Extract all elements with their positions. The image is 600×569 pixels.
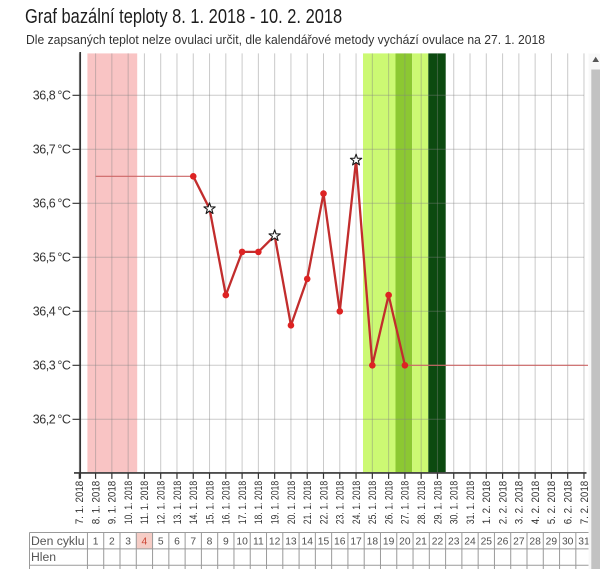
- svg-text:8. 1. 2018: 8. 1. 2018: [90, 481, 102, 525]
- svg-text:36,5 °C: 36,5 °C: [33, 251, 71, 265]
- svg-text:2. 2. 2018: 2. 2. 2018: [497, 481, 509, 525]
- svg-text:15. 1. 2018: 15. 1. 2018: [204, 481, 216, 525]
- svg-text:18. 1. 2018: 18. 1. 2018: [253, 481, 265, 525]
- svg-text:1. 2. 2018: 1. 2. 2018: [481, 481, 493, 525]
- svg-text:24: 24: [464, 537, 476, 548]
- svg-text:8: 8: [207, 537, 213, 548]
- svg-text:10: 10: [236, 537, 248, 548]
- svg-text:10. 1. 2018: 10. 1. 2018: [123, 481, 135, 525]
- svg-text:27: 27: [513, 537, 525, 548]
- svg-text:26: 26: [497, 537, 509, 548]
- svg-text:3. 2. 2018: 3. 2. 2018: [514, 481, 526, 525]
- svg-text:21: 21: [415, 537, 427, 548]
- svg-text:6. 2. 2018: 6. 2. 2018: [563, 481, 575, 525]
- svg-text:25. 1. 2018: 25. 1. 2018: [367, 481, 379, 525]
- svg-text:29. 1. 2018: 29. 1. 2018: [432, 481, 444, 525]
- svg-text:9. 1. 2018: 9. 1. 2018: [107, 481, 119, 525]
- svg-text:5. 2. 2018: 5. 2. 2018: [546, 481, 558, 525]
- svg-text:21. 1. 2018: 21. 1. 2018: [302, 481, 314, 525]
- svg-text:19. 1. 2018: 19. 1. 2018: [269, 481, 281, 525]
- svg-text:4: 4: [142, 537, 148, 548]
- svg-text:1: 1: [93, 537, 99, 548]
- svg-text:16. 1. 2018: 16. 1. 2018: [221, 481, 233, 525]
- svg-text:7: 7: [190, 537, 196, 548]
- svg-text:36,6 °C: 36,6 °C: [33, 197, 71, 211]
- svg-text:23: 23: [448, 537, 460, 548]
- svg-text:17. 1. 2018: 17. 1. 2018: [237, 481, 249, 525]
- svg-text:16: 16: [334, 537, 346, 548]
- svg-text:26. 1. 2018: 26. 1. 2018: [383, 481, 395, 525]
- svg-text:13. 1. 2018: 13. 1. 2018: [172, 481, 184, 525]
- svg-text:13: 13: [285, 537, 297, 548]
- svg-text:18: 18: [367, 537, 379, 548]
- svg-text:11. 1. 2018: 11. 1. 2018: [139, 481, 151, 525]
- svg-text:31. 1. 2018: 31. 1. 2018: [465, 481, 477, 525]
- svg-text:12: 12: [269, 537, 281, 548]
- svg-text:7. 1. 2018: 7. 1. 2018: [74, 481, 86, 525]
- svg-text:22: 22: [432, 537, 444, 548]
- svg-text:22. 1. 2018: 22. 1. 2018: [318, 481, 330, 525]
- svg-text:36,8 °C: 36,8 °C: [33, 89, 71, 103]
- svg-text:36,2 °C: 36,2 °C: [33, 413, 71, 427]
- svg-text:15: 15: [318, 537, 330, 548]
- svg-text:19: 19: [383, 537, 395, 548]
- svg-text:3: 3: [125, 537, 131, 548]
- svg-text:9: 9: [223, 537, 229, 548]
- svg-text:2: 2: [109, 537, 115, 548]
- svg-text:5: 5: [158, 537, 164, 548]
- svg-text:6: 6: [174, 537, 180, 548]
- svg-text:31: 31: [578, 537, 590, 548]
- svg-text:25: 25: [481, 537, 493, 548]
- svg-text:23. 1. 2018: 23. 1. 2018: [335, 481, 347, 525]
- svg-text:17: 17: [350, 537, 362, 548]
- svg-text:Den cyklu: Den cyklu: [31, 534, 85, 548]
- svg-text:24. 1. 2018: 24. 1. 2018: [351, 481, 363, 525]
- svg-text:36,4 °C: 36,4 °C: [33, 305, 71, 319]
- svg-text:28: 28: [529, 537, 541, 548]
- svg-text:7. 2. 2018: 7. 2. 2018: [579, 481, 591, 525]
- svg-text:Hlen: Hlen: [31, 550, 56, 564]
- svg-text:11: 11: [253, 537, 264, 548]
- svg-text:4. 2. 2018: 4. 2. 2018: [530, 481, 542, 525]
- svg-text:28. 1. 2018: 28. 1. 2018: [416, 481, 428, 525]
- svg-text:29: 29: [546, 537, 558, 548]
- svg-text:30. 1. 2018: 30. 1. 2018: [449, 481, 461, 525]
- svg-text:20. 1. 2018: 20. 1. 2018: [286, 481, 298, 525]
- svg-text:12. 1. 2018: 12. 1. 2018: [156, 481, 168, 525]
- svg-text:14: 14: [301, 537, 313, 548]
- svg-text:30: 30: [562, 537, 574, 548]
- svg-text:20: 20: [399, 537, 411, 548]
- svg-text:14. 1. 2018: 14. 1. 2018: [188, 481, 200, 525]
- svg-text:36,3 °C: 36,3 °C: [33, 359, 71, 373]
- svg-text:27. 1. 2018: 27. 1. 2018: [400, 481, 412, 525]
- svg-text:36,7 °C: 36,7 °C: [33, 143, 71, 157]
